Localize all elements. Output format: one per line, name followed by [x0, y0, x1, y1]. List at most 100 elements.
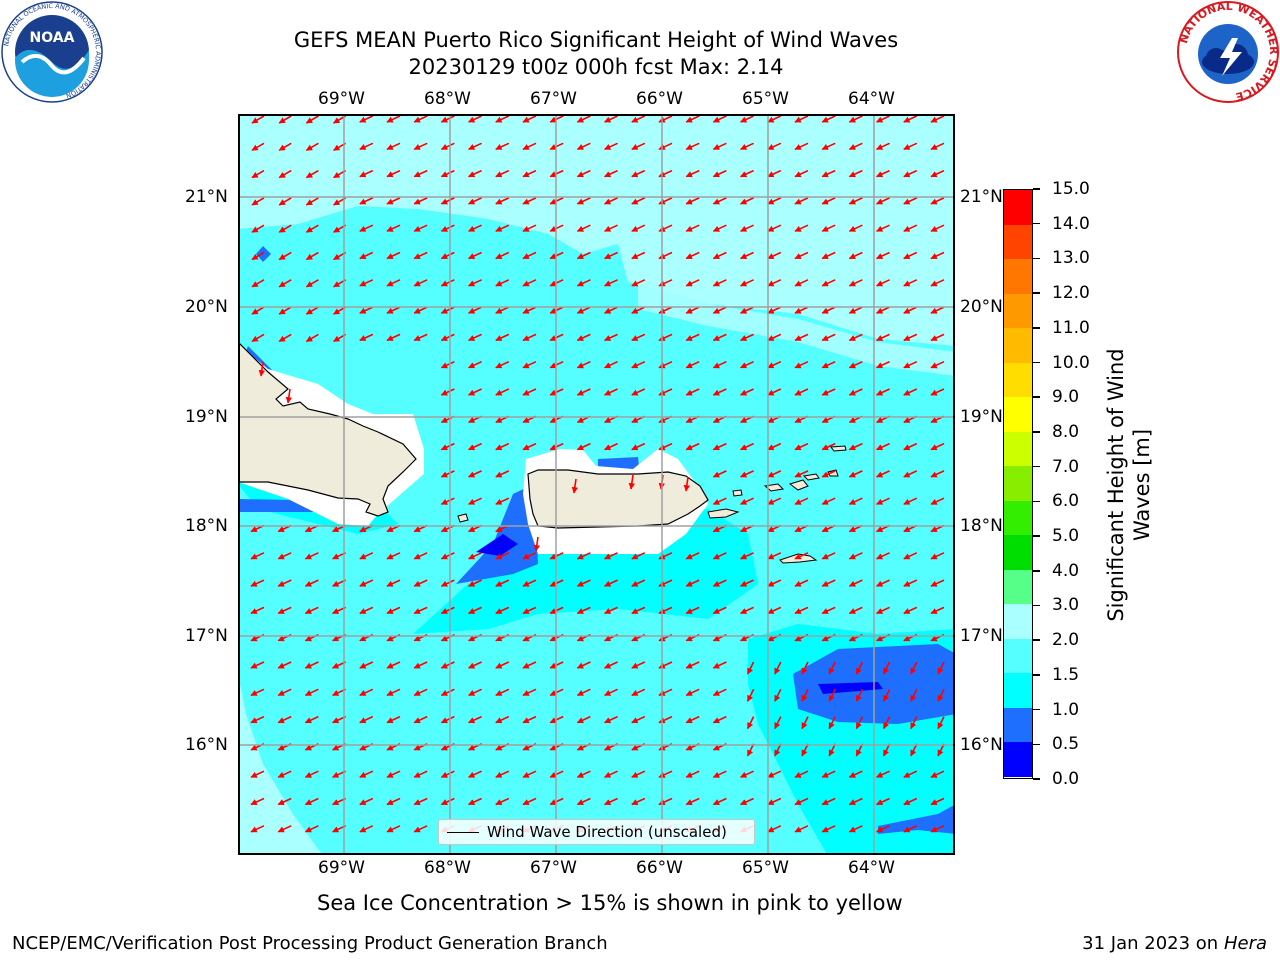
wave-zone-dark-spot — [256, 246, 271, 262]
wave-direction-arrow — [495, 470, 510, 478]
wave-direction-arrow — [821, 197, 836, 205]
wave-direction-arrow — [440, 142, 455, 151]
wave-direction-arrow — [848, 224, 863, 232]
wave-direction-arrow — [740, 470, 754, 478]
wave-direction-arrow — [658, 715, 673, 724]
wave-direction-arrow — [468, 497, 482, 505]
wave-direction-arrow — [876, 251, 890, 260]
wave-direction-arrow — [468, 797, 482, 806]
wave-direction-arrow — [794, 115, 809, 123]
wave-direction-arrow — [250, 606, 265, 615]
wave-direction-arrow — [767, 279, 782, 287]
footer-left: NCEP/EMC/Verification Post Processing Pr… — [12, 933, 608, 954]
wave-direction-arrow — [740, 279, 754, 287]
noaa-logo: NATIONAL OCEANIC AND ATMOSPHERIC ADMINIS… — [1, 1, 103, 103]
wave-direction-arrow — [801, 661, 809, 675]
wave-direction-arrow — [685, 251, 700, 260]
wave-direction-arrow — [604, 606, 618, 615]
wave-direction-arrow — [440, 306, 455, 314]
wave-direction-arrow — [576, 197, 591, 205]
wave-direction-arrow — [767, 333, 782, 342]
wave-direction-arrow — [304, 797, 319, 806]
wave-direction-arrow — [658, 197, 673, 205]
wave-direction-arrow — [631, 115, 646, 123]
wave-direction-arrow — [876, 169, 890, 178]
wave-direction-arrow — [930, 115, 945, 123]
wave-direction-arrow — [522, 688, 537, 697]
colorbar-segment — [1004, 707, 1032, 743]
wave-direction-arrow — [848, 169, 863, 178]
wave-direction-arrow — [576, 251, 591, 260]
wave-direction-arrow — [576, 770, 591, 778]
wave-direction-arrow — [278, 306, 292, 315]
colorbar-tick-mark — [1033, 708, 1040, 711]
wave-direction-arrow — [440, 388, 455, 396]
wave-direction-arrow — [250, 688, 265, 697]
lon-label-top-69w: 69°W — [318, 89, 365, 109]
wave-direction-arrow — [794, 142, 809, 151]
wave-direction-arrow — [903, 579, 918, 587]
wave-direction-arrow — [495, 224, 510, 232]
wave-direction-arrow — [740, 142, 754, 151]
wave-direction-arrow — [767, 142, 782, 151]
colorbar-segment — [1004, 604, 1032, 639]
wave-direction-arrow — [413, 552, 428, 560]
wave-direction-arrow — [631, 279, 646, 287]
wave-direction-arrow — [903, 142, 918, 151]
land-vieques — [707, 508, 740, 519]
wave-direction-arrow — [440, 552, 455, 560]
wave-direction-arrow — [821, 388, 836, 396]
wave-direction-arrow — [631, 333, 646, 342]
wave-direction-arrow — [821, 442, 836, 451]
wave-direction-arrow — [658, 142, 673, 151]
colorbar-tick-mark — [1033, 327, 1040, 329]
wave-direction-arrow — [576, 115, 591, 123]
wave-direction-arrow — [712, 306, 727, 314]
wave-direction-arrow — [631, 688, 646, 697]
wave-direction-arrow — [250, 770, 265, 778]
wave-direction-arrow — [522, 388, 537, 396]
wave-direction-arrow — [740, 115, 754, 123]
wave-direction-arrow — [413, 306, 428, 314]
wave-direction-arrow — [250, 579, 265, 587]
colorbar-tick-mark — [1033, 500, 1040, 503]
wave-direction-arrow — [876, 825, 890, 833]
wave-direction-arrow — [277, 715, 292, 724]
wave-direction-arrow — [801, 743, 809, 757]
wave-direction-arrow — [631, 797, 646, 806]
wave-direction-arrow — [495, 388, 510, 396]
wave-direction-arrow — [876, 388, 890, 396]
wave-direction-arrow — [910, 688, 918, 702]
wave-direction-arrow — [767, 470, 782, 478]
legend-line-swatch — [447, 831, 479, 833]
wave-direction-arrow — [386, 142, 401, 151]
wave-direction-arrow — [767, 442, 782, 451]
wave-direction-arrow — [278, 333, 292, 343]
wave-direction-arrow — [359, 579, 374, 587]
wave-direction-arrow — [876, 797, 890, 806]
wave-direction-arrow — [386, 770, 401, 778]
footer-machine: Hera — [1223, 933, 1267, 954]
colorbar-tick-label: 2.0 — [1052, 630, 1080, 651]
wave-direction-arrow — [258, 361, 265, 377]
wave-direction-arrow — [631, 606, 646, 615]
wave-direction-arrow — [767, 552, 782, 560]
colorbar-segment — [1004, 190, 1032, 225]
wave-direction-arrow — [740, 797, 754, 806]
wave-direction-arrow — [305, 306, 319, 315]
wave-direction-arrow — [740, 388, 754, 396]
wave-direction-arrow — [468, 470, 482, 478]
colorbar-segment — [1004, 293, 1032, 329]
wave-direction-arrow — [712, 442, 727, 451]
colorbar-tick-mark — [1033, 674, 1040, 676]
colorbar-tick-label: 11.0 — [1052, 317, 1090, 338]
lat-label-left-17n: 17°N — [185, 626, 228, 646]
wave-direction-arrow — [440, 197, 455, 205]
wave-direction-arrow — [712, 797, 727, 806]
wave-direction-arrow — [250, 797, 265, 806]
wave-direction-arrow — [794, 279, 809, 287]
wave-direction-arrow — [903, 279, 918, 287]
wave-direction-arrow — [767, 251, 782, 260]
wave-direction-arrow — [930, 442, 945, 451]
wave-direction-arrow — [848, 606, 863, 615]
